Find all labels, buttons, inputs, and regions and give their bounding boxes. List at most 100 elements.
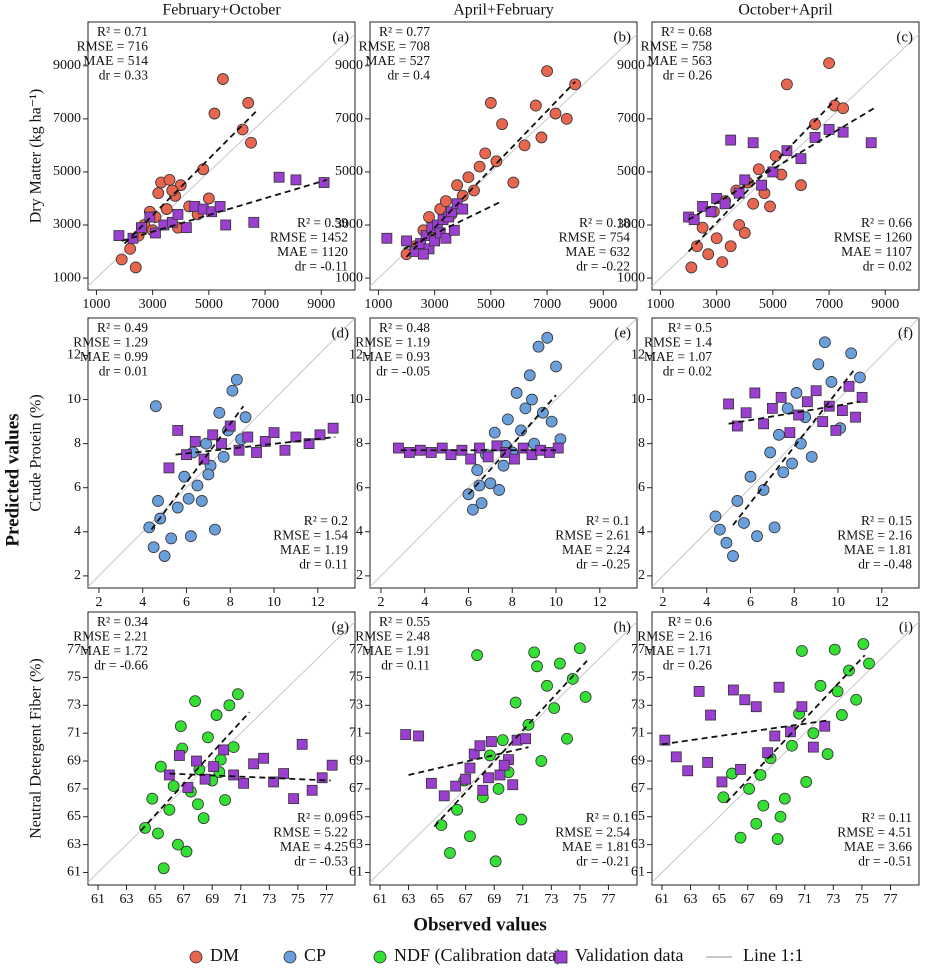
- x-tick-label: 3000: [139, 297, 167, 312]
- calibration-point: [149, 400, 162, 413]
- y-tick-label: 6: [356, 480, 363, 495]
- x-tick-label: 73: [544, 892, 558, 907]
- validation-point: [163, 769, 175, 781]
- validation-point: [242, 431, 254, 443]
- calibration-point: [519, 402, 532, 415]
- calibration-point: [464, 830, 476, 843]
- validation-point: [446, 206, 457, 218]
- calibration-point: [854, 371, 866, 384]
- stat-label: RMSE = 754: [559, 230, 631, 245]
- stat-label: R² = 0.09: [297, 810, 348, 825]
- calibration-point: [814, 679, 827, 692]
- validation-point: [517, 442, 529, 454]
- calibration-point: [529, 99, 542, 112]
- validation-point: [208, 761, 220, 773]
- calibration-point: [773, 428, 785, 441]
- calibration-point: [560, 112, 573, 125]
- validation-point: [268, 427, 280, 439]
- stat-label: R² = 0.1: [586, 513, 630, 528]
- validation-point: [401, 235, 412, 247]
- validation-point: [477, 784, 489, 796]
- stat-label: dr = 0.4: [388, 68, 431, 83]
- panel-label: (e): [614, 325, 631, 341]
- calibration-point: [733, 219, 746, 231]
- calibration-point: [509, 696, 522, 709]
- stat-label: RMSE = 1.54: [273, 528, 348, 543]
- stat-label: MAE = 514: [83, 53, 148, 68]
- panel-label: (g): [332, 619, 350, 635]
- calibration-point: [152, 495, 164, 507]
- legend-marker: [554, 950, 568, 964]
- y-tick-label: 2: [638, 568, 645, 583]
- trend-line: [403, 200, 503, 250]
- stat-label: MAE = 632: [565, 244, 630, 259]
- calibration-point: [809, 118, 821, 131]
- stat-label: R² = 0.15: [861, 513, 912, 528]
- y-tick-label: 3000: [53, 217, 81, 232]
- calibration-point: [195, 495, 208, 507]
- x-tick-label: 2: [95, 595, 102, 610]
- validation-point: [214, 201, 226, 212]
- calibration-point: [245, 136, 257, 149]
- calibration-point: [545, 415, 558, 428]
- x-tick-label: 8: [509, 595, 516, 610]
- validation-point: [259, 436, 271, 447]
- stat-label: MAE = 1.07: [644, 349, 712, 364]
- x-tick-label: 67: [741, 892, 755, 907]
- validation-point: [278, 768, 290, 779]
- calibration-point: [232, 688, 244, 701]
- trend-line: [121, 179, 328, 242]
- column-title: October+April: [738, 2, 833, 19]
- validation-point: [865, 137, 877, 149]
- trend-line: [732, 370, 855, 526]
- calibration-point: [143, 521, 156, 534]
- calibration-point: [532, 340, 545, 353]
- y-tick-label: 5000: [335, 164, 363, 179]
- y-tick-label: 67: [67, 781, 81, 796]
- panel-label: (f): [898, 325, 913, 341]
- stat-label: RMSE = 2.21: [73, 629, 148, 644]
- x-tick-label: 3000: [703, 297, 731, 312]
- y-tick-label: 2: [356, 568, 363, 583]
- y-tick-label: 71: [67, 725, 81, 740]
- validation-point: [464, 762, 476, 774]
- y-tick-label: 12: [349, 348, 363, 363]
- stat-label: MAE = 2.24: [562, 542, 630, 557]
- y-tick-label: 12: [631, 348, 645, 363]
- calibration-point: [716, 256, 729, 269]
- stat-label: MAE = 1.91: [362, 643, 430, 658]
- calibration-point: [523, 369, 536, 382]
- validation-point: [483, 772, 494, 784]
- calibration-point: [184, 530, 197, 543]
- stat-label: R² = 0.59: [297, 215, 348, 230]
- calibration-point: [744, 470, 757, 483]
- stat-label: dr = -0.05: [376, 364, 430, 379]
- x-tick-label: 65: [148, 892, 162, 907]
- plot-frame: [87, 21, 356, 291]
- validation-point: [739, 174, 751, 186]
- validation-point: [485, 736, 497, 747]
- stat-label: MAE = 1120: [277, 244, 348, 259]
- trend-line: [150, 405, 245, 531]
- stat-label: R² = 0.6: [668, 614, 713, 629]
- stat-label: RMSE = 2.61: [555, 528, 630, 543]
- calibration-point: [444, 847, 456, 859]
- trend-line: [687, 96, 839, 253]
- validation-point: [784, 427, 796, 439]
- stat-label: dr = 0.33: [99, 68, 148, 83]
- calibration-point: [493, 484, 506, 496]
- calibration-point: [146, 792, 159, 805]
- calibration-point: [828, 643, 841, 656]
- validation-point: [688, 214, 700, 226]
- stat-label: dr = 0.01: [99, 364, 148, 379]
- y-tick-label: 73: [349, 698, 363, 713]
- y-tick-label: 2: [74, 568, 81, 583]
- calibration-point: [191, 479, 204, 492]
- calibration-point: [202, 468, 215, 481]
- x-tick-label: 9000: [307, 297, 335, 312]
- plot-frame: [369, 317, 638, 589]
- validation-point: [837, 405, 848, 416]
- calibration-point: [738, 517, 750, 529]
- y-tick-label: 5000: [53, 164, 81, 179]
- calibration-point: [769, 150, 782, 162]
